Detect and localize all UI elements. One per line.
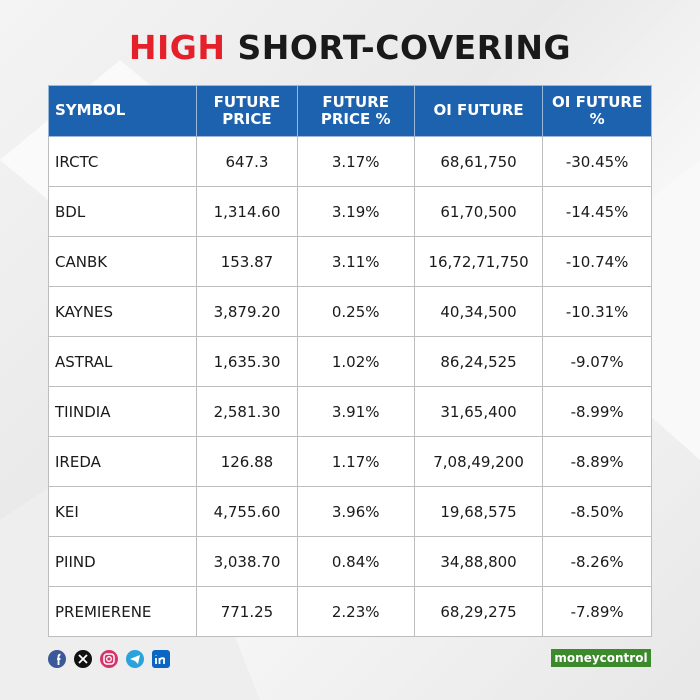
table-row: KAYNES 3,879.20 0.25% 40,34,500 -10.31% xyxy=(47,286,652,337)
table-cell: TIINDIA xyxy=(47,386,198,437)
table-row: IREDA 126.88 1.17% 7,08,49,200 -8.89% xyxy=(47,436,652,487)
table-cell: 19,68,575 xyxy=(413,486,544,537)
table-cell: 126.88 xyxy=(196,436,298,487)
table-cell: 3.91% xyxy=(296,386,415,437)
instagram-glyph xyxy=(106,656,112,662)
table-cell: 68,29,275 xyxy=(413,586,544,637)
table-cell: ASTRAL xyxy=(47,336,198,387)
social-icons xyxy=(48,650,170,668)
table-row: CANBK 153.87 3.11% 16,72,71,750 -10.74% xyxy=(47,236,652,287)
table-cell: PIIND xyxy=(47,536,198,587)
telegram-glyph xyxy=(130,655,140,664)
table-cell: 86,24,525 xyxy=(413,336,544,387)
table-cell: 3.11% xyxy=(296,236,415,287)
table-cell: -9.07% xyxy=(542,336,652,387)
table-cell: -8.99% xyxy=(542,386,652,437)
table-cell: 16,72,71,750 xyxy=(413,236,544,287)
header-cell: FUTURE PRICE xyxy=(196,85,298,137)
x-glyph xyxy=(78,654,88,664)
table-cell: 68,61,750 xyxy=(413,136,544,187)
table-header: SYMBOL FUTURE PRICE FUTURE PRICE % OI FUTUR… xyxy=(47,85,652,137)
table-cell: 3,038.70 xyxy=(196,536,298,587)
table-cell: 3.19% xyxy=(296,186,415,237)
table-cell: -8.26% xyxy=(542,536,652,587)
table-cell: 0.84% xyxy=(296,536,415,587)
table-cell: 647.3 xyxy=(196,136,298,187)
table-cell: 40,34,500 xyxy=(413,286,544,337)
header-row: SYMBOL FUTURE PRICE FUTURE PRICE % OI FUTUR… xyxy=(47,85,652,137)
table-cell: 1,635.30 xyxy=(196,336,298,387)
table-cell: 0.25% xyxy=(296,286,415,337)
instagram-glyph xyxy=(103,653,115,665)
table-body: IRCTC 647.3 3.17% 68,61,750 -30.45% BDL 1,314.… xyxy=(47,136,652,637)
table-cell: -10.74% xyxy=(542,236,652,287)
table-cell: -30.45% xyxy=(542,136,652,187)
table-row: IRCTC 647.3 3.17% 68,61,750 -30.45% xyxy=(47,136,652,187)
facebook-glyph xyxy=(57,653,61,665)
header-cell: OI FUTURE % xyxy=(542,85,652,137)
table-cell: KEI xyxy=(47,486,198,537)
table: SYMBOL FUTURE PRICE FUTURE PRICE % OI FUTUR… xyxy=(47,85,652,637)
table-cell: 2.23% xyxy=(296,586,415,637)
table-cell: 7,08,49,200 xyxy=(413,436,544,487)
table-cell: 1.17% xyxy=(296,436,415,487)
table-cell: -14.45% xyxy=(542,186,652,237)
table-cell: CANBK xyxy=(47,236,198,287)
table-cell: 1.02% xyxy=(296,336,415,387)
table-cell: -8.50% xyxy=(542,486,652,537)
table-cell: 3.96% xyxy=(296,486,415,537)
table-cell: 3.17% xyxy=(296,136,415,187)
table-cell: IRCTC xyxy=(47,136,198,187)
table-cell: 34,88,800 xyxy=(413,536,544,587)
table-cell: KAYNES xyxy=(47,286,198,337)
table-row: ASTRAL 1,635.30 1.02% 86,24,525 -9.07% xyxy=(47,336,652,387)
instagram-icon[interactable] xyxy=(100,650,118,668)
table-cell: 153.87 xyxy=(196,236,298,287)
table-cell: 771.25 xyxy=(196,586,298,637)
title: HIGH SHORT-COVERING xyxy=(0,28,700,67)
table-cell: 4,755.60 xyxy=(196,486,298,537)
table-cell: 2,581.30 xyxy=(196,386,298,437)
table-cell: 31,65,400 xyxy=(413,386,544,437)
title-rest: SHORT-COVERING xyxy=(237,28,572,67)
table-row: BDL 1,314.60 3.19% 61,70,500 -14.45% xyxy=(47,186,652,237)
linkedin-glyph xyxy=(155,655,165,664)
table-row: PIIND 3,038.70 0.84% 34,88,800 -8.26% xyxy=(47,536,652,587)
header-cell: FUTURE PRICE % xyxy=(296,85,415,137)
table-cell: 3,879.20 xyxy=(196,286,298,337)
table-row: PREMIERENE 771.25 2.23% 68,29,275 -7.89% xyxy=(47,586,652,637)
header-cell: SYMBOL xyxy=(47,85,198,137)
title-highlight: HIGH xyxy=(128,28,226,67)
table-cell: 1,314.60 xyxy=(196,186,298,237)
table-cell: PREMIERENE xyxy=(47,586,198,637)
table-cell: -10.31% xyxy=(542,286,652,337)
table-cell: IREDA xyxy=(47,436,198,487)
table-cell: 61,70,500 xyxy=(413,186,544,237)
header-cell: OI FUTURE xyxy=(413,85,544,137)
table-row: TIINDIA 2,581.30 3.91% 31,65,400 -8.99% xyxy=(47,386,652,437)
table-cell: -8.89% xyxy=(542,436,652,487)
table-cell: BDL xyxy=(47,186,198,237)
table-row: KEI 4,755.60 3.96% 19,68,575 -8.50% xyxy=(47,486,652,537)
table-cell: -7.89% xyxy=(542,586,652,637)
brand-logo: moneycontrol xyxy=(551,649,651,667)
